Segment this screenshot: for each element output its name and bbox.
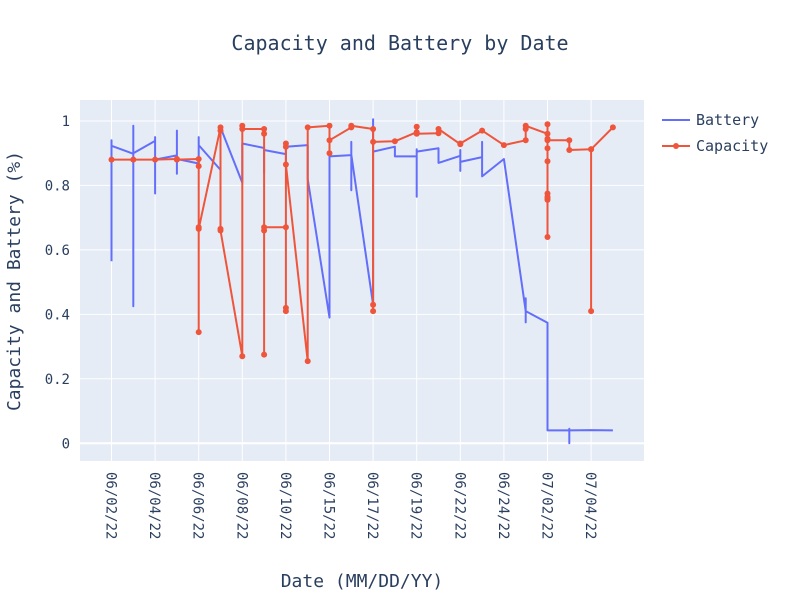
x-axis-title: Date (MM/DD/YY) (281, 571, 444, 592)
chart-title: Capacity and Battery by Date (231, 31, 568, 55)
legend-capacity-label: Capacity (696, 137, 768, 155)
capacity-point[interactable] (522, 137, 529, 144)
capacity-point[interactable] (261, 130, 268, 137)
capacity-point[interactable] (261, 351, 268, 358)
x-tick-label: 06/04/22 (146, 472, 162, 539)
capacity-point[interactable] (282, 161, 289, 168)
capacity-point[interactable] (152, 156, 159, 163)
y-tick-labels: 0 0.2 0.4 0.6 0.8 1 (45, 114, 70, 452)
x-tick-label: 07/02/22 (539, 472, 555, 539)
x-tick-label: 06/19/22 (408, 472, 424, 539)
capacity-point[interactable] (544, 158, 551, 165)
legend-capacity-marker (673, 143, 679, 149)
x-tick-label: 06/10/22 (277, 472, 293, 539)
capacity-point[interactable] (544, 234, 551, 240)
capacity-point[interactable] (544, 193, 551, 200)
legend: Battery Capacity (662, 111, 768, 155)
capacity-point[interactable] (195, 329, 202, 336)
x-tick-label: 06/22/22 (451, 472, 467, 539)
capacity-point[interactable] (370, 126, 377, 132)
capacity-point[interactable] (130, 156, 137, 163)
capacity-point[interactable] (173, 156, 180, 163)
battery-series-line (110, 118, 613, 445)
y-tick-label: 0.8 (45, 178, 70, 194)
capacity-point[interactable] (239, 126, 246, 132)
x-tick-label: 06/24/22 (495, 472, 511, 539)
capacity-point[interactable] (544, 137, 551, 144)
capacity-point[interactable] (239, 353, 246, 360)
capacity-point[interactable] (609, 124, 616, 131)
legend-item-battery[interactable]: Battery (662, 111, 759, 129)
x-tick-label: 06/17/22 (364, 472, 380, 539)
capacity-point[interactable] (195, 163, 202, 170)
x-tick-labels: 06/02/22 06/04/22 06/06/22 06/08/22 06/10/22… (103, 472, 599, 539)
capacity-point[interactable] (544, 145, 551, 152)
capacity-point[interactable] (544, 121, 551, 128)
capacity-point[interactable] (413, 123, 420, 130)
capacity-point[interactable] (566, 137, 573, 144)
capacity-point[interactable] (326, 122, 333, 129)
y-tick-label: 1 (62, 114, 70, 130)
x-tick-label: 06/06/22 (190, 472, 206, 539)
x-tick-label: 06/15/22 (321, 472, 337, 539)
capacity-point[interactable] (370, 138, 377, 145)
capacity-point[interactable] (348, 122, 355, 129)
capacity-point[interactable] (195, 225, 202, 232)
capacity-point[interactable] (457, 140, 464, 147)
capacity-point[interactable] (282, 140, 289, 147)
x-tick-label: 06/08/22 (233, 472, 249, 539)
y-tick-label: 0 (62, 436, 70, 452)
capacity-point[interactable] (326, 137, 333, 144)
legend-item-capacity[interactable]: Capacity (662, 137, 768, 155)
capacity-point[interactable] (261, 126, 268, 132)
capacity-point[interactable] (217, 127, 224, 134)
capacity-point[interactable] (304, 124, 311, 131)
y-tick-label: 0.2 (45, 372, 70, 388)
capacity-point[interactable] (108, 156, 115, 163)
capacity-point[interactable] (391, 138, 398, 145)
legend-battery-label: Battery (696, 111, 759, 129)
x-tick-label: 07/04/22 (582, 472, 598, 539)
capacity-point[interactable] (261, 224, 268, 231)
capacity-point[interactable] (195, 156, 202, 162)
capacity-point[interactable] (282, 308, 289, 315)
capacity-point[interactable] (370, 308, 377, 315)
x-tick-label: 06/02/22 (103, 472, 119, 539)
capacity-point[interactable] (566, 147, 573, 153)
capacity-point[interactable] (435, 130, 442, 137)
capacity-point[interactable] (522, 122, 529, 129)
capacity-point[interactable] (370, 301, 377, 308)
y-axis-title: Capacity and Battery (%) (4, 151, 25, 411)
capacity-point[interactable] (588, 146, 595, 153)
plot-background (80, 100, 644, 461)
capacity-point[interactable] (326, 150, 333, 157)
capacity-point[interactable] (588, 308, 595, 315)
capacity-point[interactable] (282, 224, 289, 231)
capacity-point[interactable] (304, 358, 311, 365)
capacity-point[interactable] (479, 127, 486, 134)
capacity-point[interactable] (217, 227, 224, 234)
capacity-point[interactable] (544, 130, 551, 137)
y-tick-label: 0.6 (45, 243, 70, 259)
y-tick-label: 0.4 (45, 307, 70, 323)
series-layer (108, 118, 616, 445)
capacity-point[interactable] (500, 142, 507, 149)
capacity-point[interactable] (435, 126, 442, 132)
capacity-point[interactable] (413, 130, 420, 137)
